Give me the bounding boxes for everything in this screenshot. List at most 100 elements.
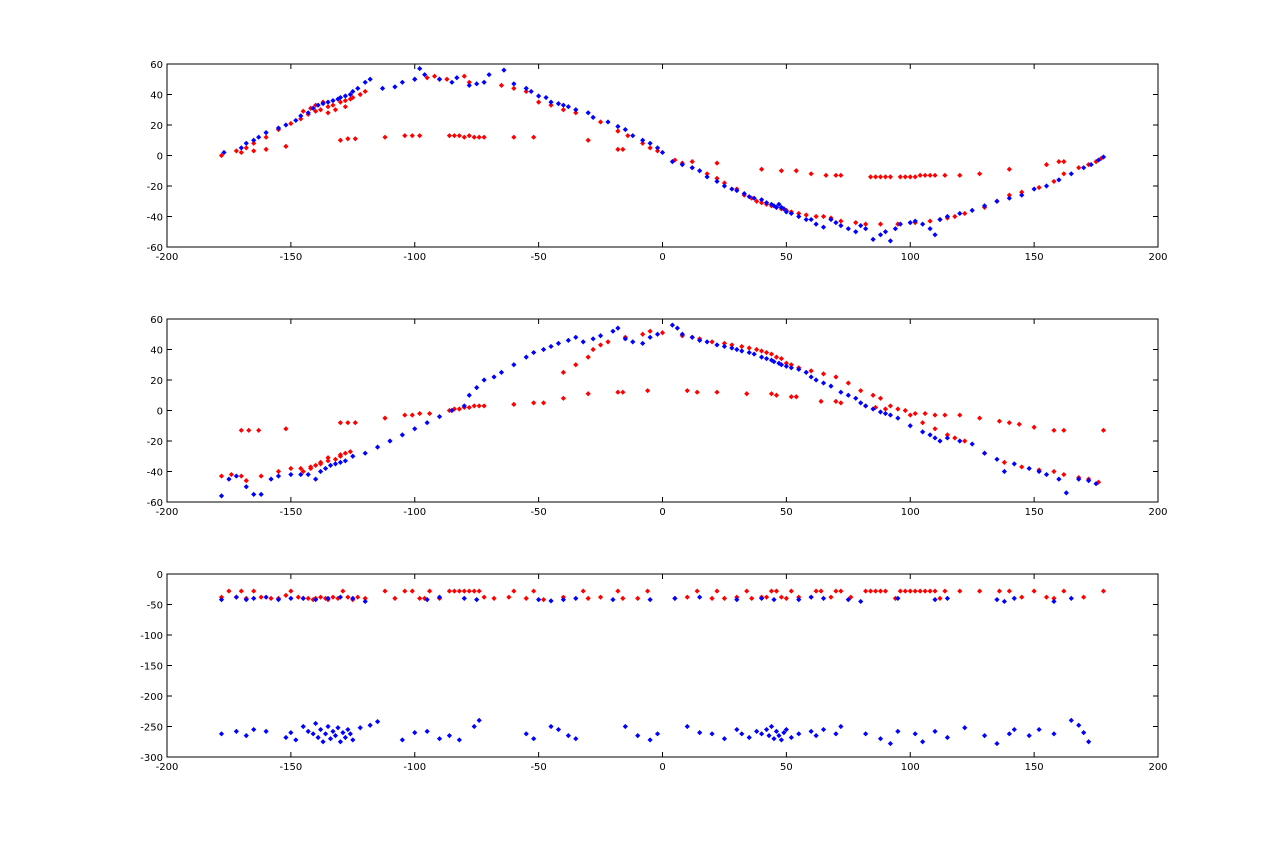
data-point	[622, 336, 628, 342]
data-point	[337, 594, 344, 600]
data-point	[912, 218, 918, 224]
data-point	[310, 105, 316, 111]
x-tick-label: -100	[403, 252, 426, 263]
data-point	[882, 410, 889, 417]
data-point	[771, 203, 777, 209]
data-point	[759, 595, 765, 601]
data-point	[298, 116, 304, 122]
data-point	[773, 354, 780, 360]
data-point	[409, 133, 415, 139]
data-point	[243, 140, 249, 146]
y-tick-label: -60	[147, 243, 163, 254]
data-point	[1068, 595, 1074, 601]
data-point	[1068, 171, 1074, 177]
data-point	[833, 588, 839, 594]
data-point	[256, 427, 262, 433]
data-point	[654, 145, 661, 151]
data-point	[759, 166, 765, 172]
data-point	[461, 134, 467, 140]
series-blue	[218, 594, 1092, 747]
y-tick-label: 0	[157, 407, 163, 418]
x-tick-label: -50	[530, 507, 546, 518]
data-point	[318, 594, 324, 600]
data-point	[640, 340, 646, 346]
y-tick-label: 20	[150, 376, 163, 387]
data-point	[820, 213, 827, 220]
data-point	[298, 465, 304, 472]
data-point	[523, 354, 529, 360]
data-point	[845, 392, 851, 398]
data-point	[357, 91, 363, 98]
data-point	[813, 213, 819, 220]
x-tick-label: 100	[901, 507, 920, 518]
data-point	[796, 366, 802, 372]
data-point	[684, 723, 690, 730]
data-point	[392, 595, 398, 601]
data-point	[620, 389, 626, 395]
data-point	[640, 140, 646, 146]
data-point	[741, 191, 747, 197]
data-point	[654, 731, 661, 737]
data-point	[295, 594, 301, 600]
data-point	[409, 588, 415, 594]
data-point	[763, 349, 770, 356]
data-point	[424, 728, 430, 734]
data-point	[288, 120, 294, 127]
data-point	[350, 94, 356, 101]
series-blue	[221, 65, 1107, 244]
data-point	[882, 588, 889, 594]
data-point	[548, 343, 554, 350]
data-point	[744, 391, 750, 397]
data-point	[630, 133, 636, 139]
data-point	[382, 134, 388, 140]
data-point	[233, 728, 239, 734]
data-point	[288, 588, 294, 594]
data-point	[1043, 183, 1050, 189]
data-point	[325, 99, 331, 105]
data-point	[783, 360, 789, 366]
data-point	[763, 594, 770, 600]
data-point	[773, 204, 780, 210]
data-point	[310, 731, 316, 737]
data-point	[977, 588, 983, 594]
data-point	[872, 174, 879, 180]
data-point	[704, 171, 710, 177]
data-point	[218, 597, 225, 603]
data-point	[573, 595, 579, 601]
data-point	[540, 597, 547, 603]
data-point	[1051, 731, 1057, 737]
data-point	[1019, 192, 1025, 198]
data-point	[877, 174, 884, 180]
data-point	[768, 588, 775, 594]
data-point	[1093, 481, 1099, 487]
data-point	[778, 594, 785, 600]
data-point	[548, 99, 554, 105]
data-point	[962, 438, 968, 444]
data-point	[647, 737, 653, 743]
data-point	[870, 236, 876, 242]
data-point	[922, 172, 928, 178]
data-point	[818, 588, 824, 594]
data-point	[858, 598, 864, 605]
data-point	[412, 730, 418, 736]
data-point	[233, 594, 239, 600]
data-point	[778, 168, 785, 174]
data-point	[451, 406, 457, 412]
data-point	[362, 598, 368, 605]
data-point	[300, 595, 306, 601]
data-point	[402, 588, 408, 594]
scatter-panel-2: -200 -150 -100 -50 0 50 100 150 200-60-40-200204…	[147, 315, 1168, 518]
data-point	[838, 723, 844, 730]
data-point	[506, 594, 512, 600]
data-point	[778, 204, 785, 210]
data-point	[1056, 159, 1062, 165]
data-point	[409, 412, 415, 418]
data-point	[243, 145, 249, 151]
x-tick-label: -200	[156, 252, 179, 263]
data-point	[560, 597, 566, 603]
data-point	[1081, 730, 1087, 736]
data-point	[1001, 459, 1007, 465]
data-point	[659, 149, 666, 156]
data-point	[788, 734, 794, 741]
data-point	[922, 410, 928, 417]
